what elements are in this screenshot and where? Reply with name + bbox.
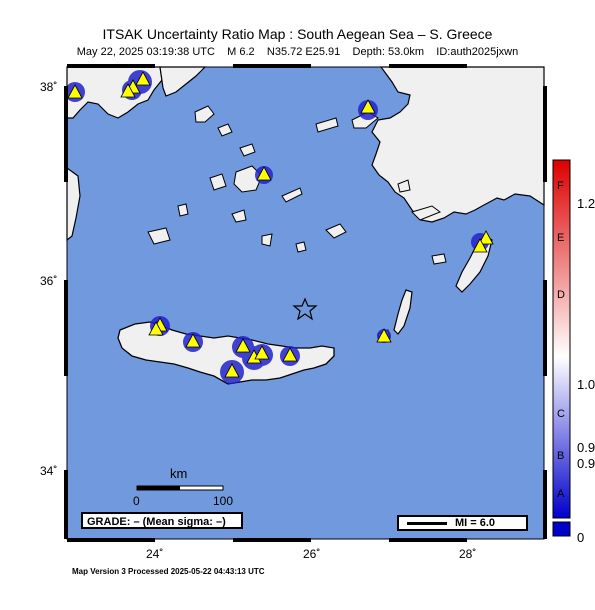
triangle-icon[interactable]	[360, 99, 376, 114]
triangle-icon[interactable]	[256, 166, 272, 181]
colorbar-value-1-2: 1.2	[577, 196, 595, 211]
colorbar-value-0-9a: 0.9	[577, 440, 595, 455]
colorbar-letter-a: A	[557, 488, 565, 500]
triangle-icon[interactable]	[148, 321, 164, 336]
lat-tick-38: 38˚	[40, 80, 58, 94]
lon-tick-24: 24˚	[146, 547, 164, 561]
land-astypalaia	[325, 223, 347, 239]
land-tinos	[217, 123, 233, 137]
scale-start: 0	[133, 494, 140, 508]
land-andros	[194, 105, 215, 123]
mi-line-icon	[407, 522, 447, 525]
colorbar-value-0-9b: 0.9	[577, 456, 595, 471]
scale-bar	[136, 485, 224, 491]
processing-note: Map Version 3 Processed 2025-05-22 04:43…	[72, 567, 265, 576]
land-ios	[231, 209, 247, 223]
lon-tick-28: 28˚	[459, 547, 477, 561]
colorbar-letter-f: F	[557, 180, 564, 192]
triangle-icon[interactable]	[67, 84, 83, 99]
event-info: May 22, 2025 03:19:38 UTC M 6.2 N35.72 E…	[76, 46, 519, 58]
triangle-icon[interactable]	[235, 338, 251, 353]
land-paros	[209, 173, 227, 191]
land-karpathos	[393, 289, 413, 335]
grade-text: GRADE: – (Mean sigma: –)	[87, 516, 226, 528]
lon-tick-26: 26˚	[303, 547, 321, 561]
land-kos	[411, 205, 442, 221]
star-icon[interactable]	[292, 297, 318, 321]
mi-legend: MI = 6.0	[397, 515, 528, 531]
land-tilos	[431, 253, 447, 265]
colorbar-value-0: 0	[577, 530, 585, 545]
map-title: ITSAK Uncertainty Ratio Map : South Aege…	[102, 26, 493, 42]
colorbar-value-1-0: 1.0	[577, 377, 595, 392]
grade-box: GRADE: – (Mean sigma: –)	[81, 512, 243, 529]
colorbar-zero-swatch	[552, 521, 571, 537]
triangle-icon[interactable]	[472, 238, 488, 253]
land-euboea	[159, 66, 207, 97]
scale-end: 100	[213, 494, 234, 508]
triangle-icon[interactable]	[376, 328, 392, 343]
land-naxos	[233, 165, 263, 193]
mi-label: MI = 6.0	[455, 517, 496, 529]
colorbar-letter-e: E	[557, 232, 565, 244]
triangle-icon[interactable]	[185, 333, 201, 348]
triangle-icon[interactable]	[224, 363, 240, 378]
triangle-icon[interactable]	[135, 71, 151, 86]
triangle-icon[interactable]	[254, 345, 270, 360]
land-turkey	[371, 66, 545, 223]
colorbar-letter-c: C	[557, 408, 565, 420]
colorbar-letter-d: D	[557, 289, 565, 301]
land-amorgos	[281, 187, 303, 203]
colorbar-letter-b: B	[557, 450, 565, 462]
land-ikaria	[315, 117, 339, 133]
scale-unit: km	[170, 466, 188, 481]
land-santorini	[261, 233, 273, 247]
lat-tick-34: 34˚	[40, 464, 58, 478]
triangle-icon[interactable]	[282, 347, 298, 362]
land-sifnos	[177, 203, 189, 217]
land-anafi	[295, 241, 307, 253]
triangle-icon[interactable]	[478, 230, 494, 245]
map-frame	[64, 64, 547, 542]
lat-tick-36: 36˚	[40, 274, 58, 288]
station-markers[interactable]	[67, 71, 494, 378]
triangle-icon[interactable]	[120, 83, 136, 98]
land-milos	[147, 227, 171, 245]
colorbar	[552, 159, 571, 519]
land-kalymnos	[397, 179, 411, 193]
land-mykonos	[239, 143, 256, 157]
